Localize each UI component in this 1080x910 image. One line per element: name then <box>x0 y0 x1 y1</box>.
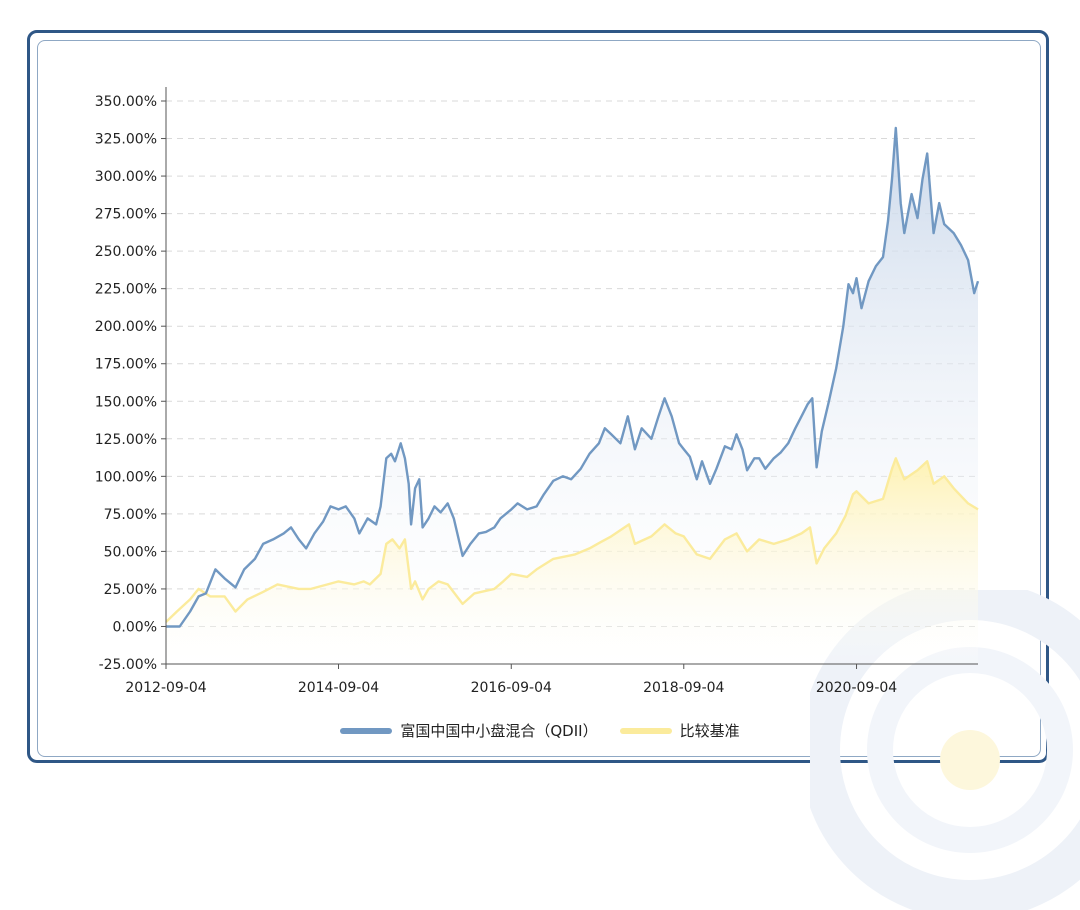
y-tick-label: -25.00% <box>99 657 157 673</box>
legend: 富国中国中小盘混合（QDII） 比较基准 <box>0 720 1080 741</box>
y-tick-label: 75.00% <box>104 507 157 523</box>
y-tick-label: 25.00% <box>104 582 157 598</box>
outer-frame <box>27 30 1049 763</box>
axes: -25.00% 0.00% 25.00% 50.00% 75.00% 100.00% 125… <box>95 87 978 696</box>
y-tick-label: 200.00% <box>95 319 157 335</box>
benchmark-line-swatch-icon <box>619 727 672 734</box>
x-tick-label: 2020-09-04 <box>816 680 897 696</box>
y-tick-label: 250.00% <box>95 244 157 260</box>
y-tick-label: 175.00% <box>95 357 157 373</box>
legend-label-fund: 富国中国中小盘混合（QDII） <box>400 722 598 740</box>
y-tick-label: 150.00% <box>95 394 157 410</box>
fund-line-swatch-icon <box>340 727 393 734</box>
benchmark-line <box>165 457 979 623</box>
fund-line <box>166 126 980 628</box>
series-areas <box>166 128 978 664</box>
y-tick-label: 350.00% <box>95 94 157 110</box>
y-tick-label: 100.00% <box>95 469 157 485</box>
y-tick-label: 125.00% <box>95 432 157 448</box>
legend-item-fund[interactable]: 富国中国中小盘混合（QDII） <box>340 720 598 741</box>
y-tick-label: 50.00% <box>104 544 157 560</box>
y-tick-label: 0.00% <box>113 619 157 635</box>
y-tick-label: 300.00% <box>95 169 157 185</box>
series-lines <box>165 126 980 628</box>
x-tick-label: 2018-09-04 <box>643 680 724 696</box>
x-tick-label: 2014-09-04 <box>298 680 379 696</box>
fund-area <box>166 128 978 664</box>
benchmark-area <box>166 458 978 664</box>
chart: -25.00% 0.00% 25.00% 50.00% 75.00% 100.00% 125… <box>95 87 980 696</box>
legend-label-benchmark: 比较基准 <box>679 722 740 740</box>
inner-frame <box>37 40 1041 757</box>
y-tick-label: 225.00% <box>95 282 157 298</box>
y-tick-label: 325.00% <box>95 132 157 148</box>
x-tick-label: 2012-09-04 <box>125 680 206 696</box>
x-tick-label: 2016-09-04 <box>471 680 552 696</box>
legend-item-benchmark[interactable]: 比较基准 <box>619 720 740 741</box>
y-tick-label: 275.00% <box>95 207 157 223</box>
